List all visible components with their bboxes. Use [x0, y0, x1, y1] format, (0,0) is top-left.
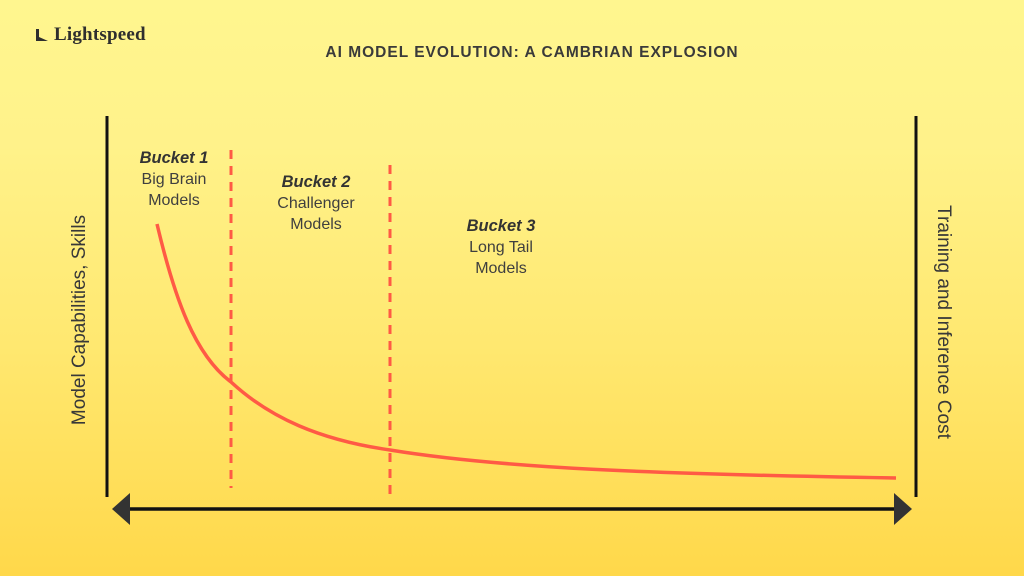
y-axis-left-label: Model Capabilities, Skills: [69, 214, 90, 426]
bucket-1-line2: Models: [148, 192, 200, 209]
bucket-2-title: Bucket 2: [281, 173, 351, 191]
bucket-2-line2: Models: [290, 216, 342, 233]
bucket-2-label: Bucket 2 Challenger Models: [256, 172, 376, 235]
bucket-3-line1: Long Tail: [469, 239, 533, 256]
brand-name: Lightspeed: [54, 24, 146, 45]
bucket-3-title: Bucket 3: [466, 217, 536, 235]
bucket-1-label: Bucket 1 Big Brain Models: [114, 148, 234, 211]
bucket-1-title: Bucket 1: [139, 149, 209, 167]
lightspeed-logo-icon: [36, 29, 48, 41]
decay-curve: [155, 223, 897, 480]
page-title: AI MODEL EVOLUTION: A CAMBRIAN EXPLOSION: [325, 44, 739, 61]
bucket-1-line1: Big Brain: [141, 171, 207, 188]
bucket-3-line2: Models: [475, 260, 527, 277]
arrow-left-head: [112, 493, 130, 525]
brand-logo: Lightspeed: [35, 24, 146, 46]
y-axis-right-label: Training and Inference Cost: [933, 205, 954, 439]
bucket-2-line1: Challenger: [277, 195, 355, 212]
arrow-right-head: [894, 493, 912, 525]
bucket-3-label: Bucket 3 Long Tail Models: [441, 216, 561, 279]
